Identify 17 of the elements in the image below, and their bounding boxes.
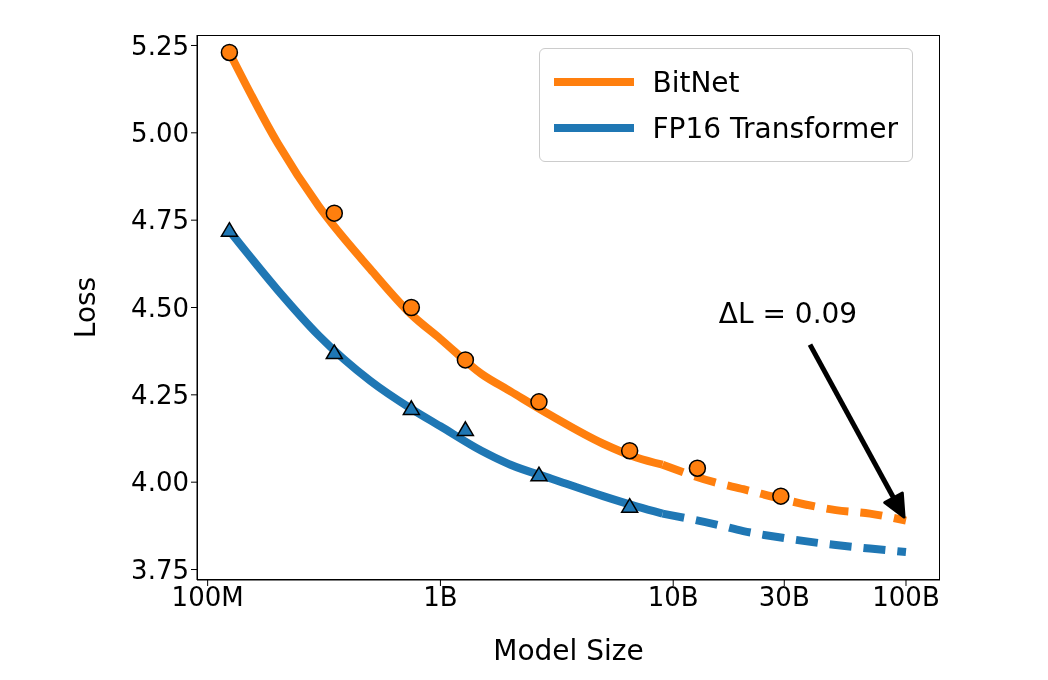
y-tick-label: 5.25 bbox=[131, 30, 189, 61]
x-tick-label: 100M bbox=[171, 582, 244, 613]
annotation: ΔL = 0.09 bbox=[718, 296, 858, 330]
y-axis-title: Loss bbox=[68, 276, 102, 339]
x-tick-label: 100B bbox=[872, 582, 940, 613]
x-axis-title: Model Size bbox=[493, 634, 644, 667]
y-tick-label: 4.25 bbox=[131, 380, 189, 411]
x-tick-label: 10B bbox=[647, 582, 699, 613]
y-tick-label: 4.00 bbox=[131, 467, 189, 498]
legend-label: BitNet bbox=[652, 65, 740, 99]
y-tick-label: 5.00 bbox=[131, 118, 189, 149]
x-tick-label: 1B bbox=[423, 582, 458, 613]
y-tick-label: 3.75 bbox=[131, 554, 189, 585]
legend-label: FP16 Transformer bbox=[652, 111, 898, 145]
x-tick-label: 30B bbox=[758, 582, 810, 613]
y-tick-label: 4.50 bbox=[131, 292, 189, 323]
y-tick-label: 4.75 bbox=[131, 205, 189, 236]
